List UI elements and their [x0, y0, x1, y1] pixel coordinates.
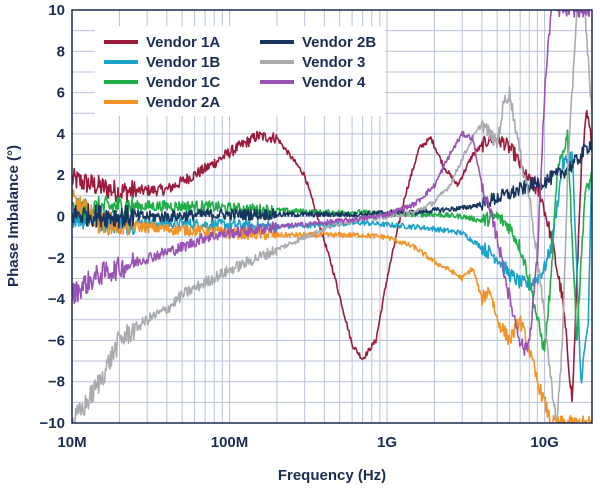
series-line-vendor-1c	[72, 129, 592, 352]
legend-item-vendor-2b: Vendor 2B	[260, 34, 376, 51]
legend-label: Vendor 1B	[146, 54, 220, 71]
series-line-vendor-4	[72, 10, 591, 357]
x-tick-label: 10G	[530, 434, 558, 451]
legend-label: Vendor 4	[302, 74, 366, 91]
legend-item-vendor-3: Vendor 3	[260, 54, 365, 71]
x-tick-labels: 10M 100M 1G 10G	[57, 434, 558, 451]
series-line-vendor-1a	[72, 109, 592, 403]
legend-item-vendor-4: Vendor 4	[260, 74, 366, 91]
y-tick-label: 8	[57, 43, 65, 60]
y-tick-label: 10	[48, 2, 65, 19]
legend-item-vendor-1c: Vendor 1C	[104, 74, 220, 91]
y-tick-label: 2	[57, 167, 65, 184]
series-line-vendor-2a	[72, 189, 592, 423]
legend-label: Vendor 2A	[146, 94, 220, 111]
y-tick-label: −2	[48, 250, 65, 267]
legend-label: Vendor 3	[302, 54, 365, 71]
y-tick-label: −4	[48, 291, 66, 308]
x-tick-label: 10M	[57, 434, 86, 451]
y-tick-label: −6	[48, 332, 65, 349]
plot-frame	[71, 9, 593, 424]
x-axis-title: Frequency (Hz)	[278, 467, 386, 484]
y-axis-title: Phase Imbalance (°)	[5, 145, 22, 287]
legend-item-vendor-2a: Vendor 2A	[104, 94, 220, 111]
series-line-vendor-3	[72, 10, 592, 423]
x-tick-label: 100M	[211, 434, 249, 451]
legend-label: Vendor 2B	[302, 34, 376, 51]
legend-item-vendor-1b: Vendor 1B	[104, 54, 220, 71]
legend-item-vendor-1a: Vendor 1A	[104, 34, 220, 51]
legend-label: Vendor 1C	[146, 74, 220, 91]
legend-label: Vendor 1A	[146, 34, 220, 51]
y-tick-label: 4	[57, 126, 66, 143]
y-tick-label: 0	[57, 209, 65, 226]
series-line-vendor-2b	[72, 139, 592, 229]
y-tick-label: −10	[40, 415, 65, 432]
x-tick-label: 1G	[377, 434, 397, 451]
series-layer	[72, 10, 592, 423]
y-tick-labels: 10 8 6 4 2 0 −2 −4 −6 −8 −10	[40, 2, 66, 432]
y-tick-label: −8	[48, 374, 65, 391]
legend-background	[95, 26, 385, 116]
legend: Vendor 1A Vendor 1B Vendor 1C Vendor 2A Vend…	[95, 26, 385, 116]
y-tick-label: 6	[57, 85, 65, 102]
